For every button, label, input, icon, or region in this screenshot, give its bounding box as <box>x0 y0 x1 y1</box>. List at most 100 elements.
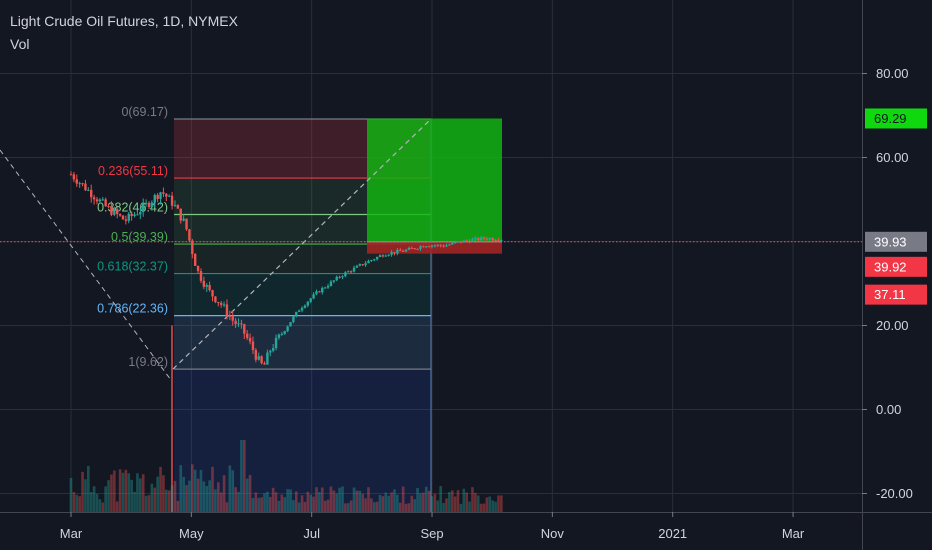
volume-bar <box>346 503 350 512</box>
volume-bar <box>323 500 327 512</box>
volume-bar <box>338 487 341 512</box>
volume-bar <box>216 482 220 512</box>
candle-body <box>211 290 214 297</box>
volume-bar <box>361 493 365 512</box>
volume-bar <box>101 502 105 512</box>
volume-bar <box>245 478 249 512</box>
candle-body <box>361 264 364 266</box>
candle-body <box>335 276 338 281</box>
candle-body <box>133 214 136 217</box>
candle-body <box>367 260 370 264</box>
candle-body <box>459 241 463 243</box>
candle-body <box>427 246 431 248</box>
volume-bar <box>482 503 486 512</box>
candle-body <box>228 315 232 317</box>
candle-body <box>439 244 442 246</box>
candle-body <box>329 281 333 286</box>
candle-body <box>338 276 341 278</box>
candle-body <box>488 238 491 240</box>
target-zone[interactable] <box>367 118 502 242</box>
volume-bar <box>384 492 388 512</box>
candle-body <box>245 333 249 338</box>
price-badge-label: 69.29 <box>874 111 907 126</box>
volume-bar <box>367 487 370 512</box>
volume-bar <box>205 486 209 512</box>
candle-body <box>116 209 119 215</box>
volume-bar <box>260 497 263 512</box>
volume-bar <box>306 491 310 512</box>
price-badge-label: 39.92 <box>874 259 907 274</box>
chart-title: Light Crude Oil Futures, 1D, NYMEX <box>10 13 238 29</box>
candle-body <box>130 213 133 217</box>
volume-bar <box>173 480 177 512</box>
candlestick-series[interactable] <box>69 171 503 512</box>
volume-series <box>69 440 503 512</box>
candle-body <box>179 208 182 221</box>
candle-body <box>349 271 353 273</box>
x-tick-label: Nov <box>541 526 565 541</box>
candle-body <box>69 174 73 176</box>
candle-body <box>401 250 405 252</box>
y-tick-label: 60.00 <box>876 150 909 165</box>
candle-body <box>98 199 102 202</box>
candle-body <box>407 247 411 250</box>
volume-bar <box>159 466 162 512</box>
volume-bar <box>208 480 211 512</box>
volume-bar <box>349 500 353 512</box>
volume-bar <box>329 486 333 512</box>
candle-body <box>144 202 148 204</box>
candle-body <box>306 301 310 306</box>
volume-bar <box>326 499 330 512</box>
volume-bar <box>150 483 154 512</box>
volume-bar <box>424 486 428 512</box>
volume-bar <box>407 503 411 512</box>
candle-body <box>448 244 451 246</box>
candle-body <box>453 242 457 244</box>
candle-body <box>266 352 269 365</box>
candle-body <box>121 215 125 220</box>
volume-bar <box>479 503 483 512</box>
volume-bar <box>170 485 174 512</box>
candle-body <box>217 302 220 304</box>
x-tick-label: Sep <box>420 526 443 541</box>
volume-bar <box>162 475 165 512</box>
candle-body <box>425 246 428 248</box>
candle-body <box>413 248 416 250</box>
volume-bar <box>225 502 229 512</box>
volume-bar <box>294 491 298 512</box>
volume-bar <box>286 489 289 512</box>
volume-bar <box>381 496 385 512</box>
volume-bar <box>266 491 269 512</box>
candle-body <box>378 255 382 257</box>
volume-bar <box>500 495 503 512</box>
volume-bar <box>165 489 168 512</box>
candle-body <box>150 202 154 207</box>
price-badge <box>865 284 927 305</box>
candle-body <box>442 245 445 247</box>
x-tick-label: 2021 <box>658 526 687 541</box>
volume-bar <box>427 490 431 512</box>
volume-bar <box>257 497 261 512</box>
candle-body <box>196 265 200 272</box>
volume-bar <box>89 492 93 512</box>
volume-bar <box>459 503 463 512</box>
volume-bar <box>268 496 272 512</box>
volume-bar <box>277 500 281 512</box>
volume-bar <box>283 497 287 512</box>
candle-body <box>110 206 113 215</box>
candle-body <box>471 239 474 243</box>
volume-bar <box>390 492 393 512</box>
candle-body <box>72 174 76 180</box>
volume-bar <box>107 480 110 512</box>
y-tick-label: 0.00 <box>876 402 901 417</box>
candle-body <box>370 260 373 262</box>
candle-body <box>465 240 468 242</box>
volume-bar <box>222 475 226 512</box>
volume-bar <box>121 472 125 512</box>
volume-indicator-label[interactable]: Vol <box>10 36 30 52</box>
candle-body <box>491 238 494 241</box>
volume-bar <box>87 465 90 512</box>
stop-zone[interactable] <box>367 241 502 254</box>
volume-bar <box>153 487 157 512</box>
